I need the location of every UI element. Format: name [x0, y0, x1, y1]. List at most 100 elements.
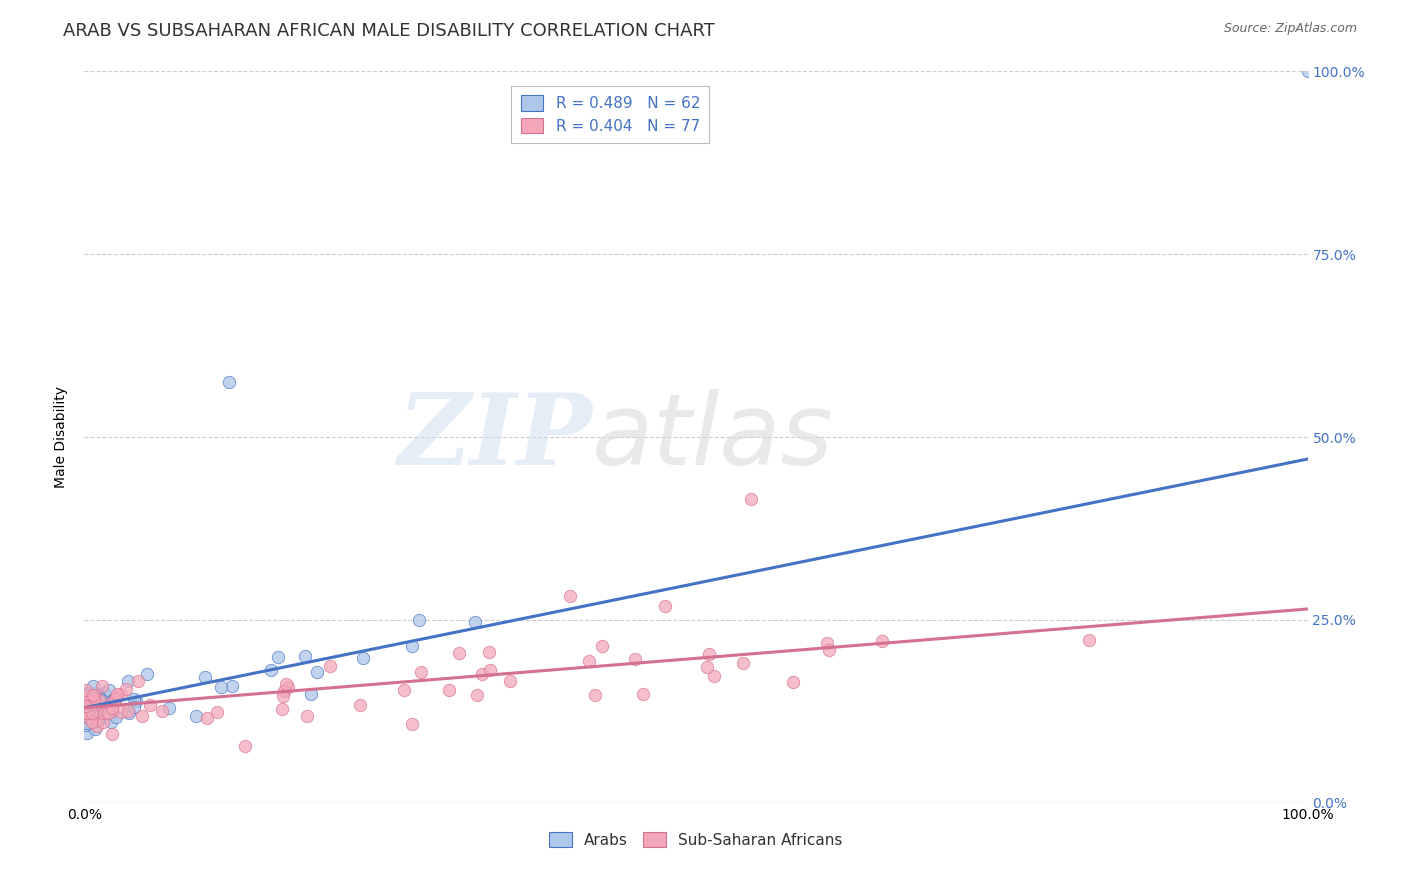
Point — [76, 698, 98, 712]
Point — [103, 692, 125, 706]
Point — [104, 691, 127, 706]
Point — [82, 679, 104, 693]
Point — [84, 686, 107, 700]
Point — [82, 706, 104, 720]
Point — [79, 686, 101, 700]
Point — [349, 698, 371, 712]
Point — [401, 717, 423, 731]
Point — [449, 646, 471, 660]
Point — [82, 710, 104, 724]
Point — [870, 633, 893, 648]
Point — [703, 669, 725, 683]
Point — [817, 643, 839, 657]
Point — [221, 680, 243, 694]
Point — [135, 666, 157, 681]
Point — [75, 709, 97, 723]
Point — [392, 682, 415, 697]
Point — [105, 687, 128, 701]
Point — [1077, 632, 1099, 647]
Point — [93, 706, 115, 720]
Point — [305, 665, 328, 679]
Point — [260, 663, 283, 677]
Text: Source: ZipAtlas.com: Source: ZipAtlas.com — [1223, 22, 1357, 36]
Point — [624, 652, 647, 666]
Point — [277, 680, 299, 694]
Point — [271, 690, 294, 704]
Point — [294, 648, 316, 663]
Point — [79, 711, 101, 725]
Point — [267, 650, 290, 665]
Point — [195, 711, 218, 725]
Point — [79, 695, 101, 709]
Point — [91, 695, 114, 709]
Point — [79, 698, 101, 712]
Point — [467, 688, 489, 702]
Text: ZIP: ZIP — [396, 389, 592, 485]
Point — [75, 702, 97, 716]
Point — [110, 687, 132, 701]
Point — [150, 704, 173, 718]
Point — [125, 694, 148, 708]
Point — [75, 683, 97, 698]
Point — [696, 660, 718, 674]
Point — [478, 645, 501, 659]
Point — [131, 709, 153, 723]
Point — [75, 703, 97, 717]
Point — [80, 687, 103, 701]
Point — [87, 698, 110, 712]
Point — [101, 701, 124, 715]
Point — [75, 706, 97, 720]
Point — [409, 665, 432, 679]
Point — [82, 714, 104, 729]
Point — [79, 695, 101, 709]
Point — [75, 689, 97, 703]
Point — [91, 679, 114, 693]
Point — [209, 681, 232, 695]
Text: atlas: atlas — [592, 389, 834, 485]
Point — [297, 709, 319, 723]
Point — [631, 687, 654, 701]
Point — [76, 715, 98, 730]
Point — [104, 692, 127, 706]
Point — [115, 682, 138, 697]
Point — [122, 699, 145, 714]
Point — [100, 714, 122, 729]
Point — [110, 705, 132, 719]
Point — [101, 727, 124, 741]
Point — [740, 492, 762, 507]
Point — [82, 688, 104, 702]
Point — [271, 702, 294, 716]
Point — [75, 706, 97, 720]
Point — [80, 699, 103, 714]
Point — [591, 639, 613, 653]
Point — [733, 657, 755, 671]
Point — [83, 689, 105, 703]
Point — [82, 695, 104, 709]
Point — [83, 691, 105, 706]
Point — [101, 705, 124, 719]
Point — [93, 686, 115, 700]
Point — [86, 711, 108, 725]
Point — [353, 651, 375, 665]
Point — [89, 693, 111, 707]
Point — [157, 701, 180, 715]
Point — [91, 714, 114, 729]
Point — [104, 710, 127, 724]
Point — [478, 663, 501, 677]
Point — [186, 709, 208, 723]
Point — [408, 613, 430, 627]
Point — [76, 726, 98, 740]
Point — [1296, 64, 1319, 78]
Text: ARAB VS SUBSAHARAN AFRICAN MALE DISABILITY CORRELATION CHART: ARAB VS SUBSAHARAN AFRICAN MALE DISABILI… — [63, 22, 716, 40]
Point — [75, 699, 97, 714]
Point — [75, 694, 97, 708]
Point — [101, 692, 124, 706]
Point — [127, 673, 149, 688]
Point — [117, 706, 139, 720]
Point — [75, 690, 97, 704]
Point — [100, 696, 122, 710]
Point — [235, 739, 257, 753]
Point — [84, 722, 107, 736]
Point — [76, 696, 98, 710]
Point — [578, 654, 600, 668]
